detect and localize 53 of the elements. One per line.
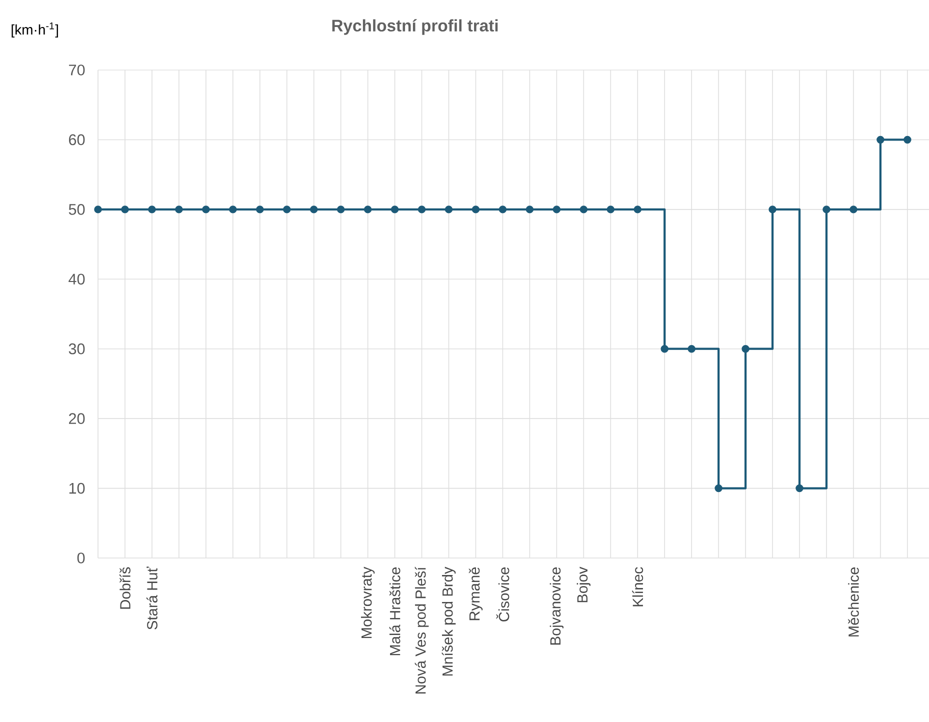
point — [148, 206, 156, 214]
point — [552, 206, 561, 214]
point — [688, 344, 696, 353]
x-tick-label: Mníšek pod Brdy — [442, 566, 456, 676]
x-tick-label: Nová Ves pod Pleší — [414, 566, 429, 694]
point — [282, 206, 291, 214]
point — [336, 206, 345, 214]
point — [904, 136, 912, 144]
point — [660, 344, 668, 353]
point — [444, 206, 453, 214]
y-tick-label: 20 — [69, 413, 85, 424]
chart-title: Rychlostní profil trati — [332, 19, 498, 35]
x-tick-label: Mokrovraty — [360, 566, 375, 638]
y-tick-label: 60 — [69, 134, 85, 146]
point — [472, 206, 480, 214]
y-tick-label: 10 — [69, 482, 85, 494]
x-tick-label: Dobříš — [120, 567, 130, 609]
point — [229, 206, 237, 214]
point — [256, 206, 264, 214]
point — [634, 206, 642, 214]
y-tick-label: 30 — [68, 343, 85, 354]
y-axis-title: [km·h$^{-1}$] — [12, 22, 58, 38]
y-tick-label: 70 — [69, 64, 85, 76]
point — [175, 206, 183, 214]
point — [390, 206, 399, 214]
point — [121, 206, 129, 214]
point — [418, 206, 426, 214]
x-tick-label: Měchenice — [848, 567, 859, 636]
point — [310, 206, 318, 214]
x-tick-label: Čisovice — [496, 567, 510, 622]
point — [580, 206, 588, 214]
x-tick-label: Bojov — [576, 566, 590, 602]
point — [364, 206, 372, 214]
point — [526, 206, 534, 214]
y-tick-label: 0 — [77, 552, 85, 564]
point — [498, 206, 507, 214]
x-tick-label: Stará Huť — [146, 566, 158, 630]
point — [796, 484, 804, 492]
point — [768, 206, 776, 214]
point — [94, 206, 102, 214]
point — [606, 206, 615, 214]
x-tick-label: Malá Hraštice — [389, 567, 400, 656]
y-tick-label: 40 — [68, 274, 85, 285]
point — [822, 206, 830, 214]
point — [202, 206, 210, 214]
point — [850, 206, 858, 214]
y-tick-label: 50 — [68, 204, 85, 215]
point — [876, 136, 884, 144]
point — [714, 484, 722, 492]
x-tick-label: Rymaně — [468, 567, 483, 620]
point — [742, 344, 750, 353]
x-tick-label: Klínec — [632, 567, 644, 606]
x-tick-label: Bojvanovice — [550, 567, 564, 645]
